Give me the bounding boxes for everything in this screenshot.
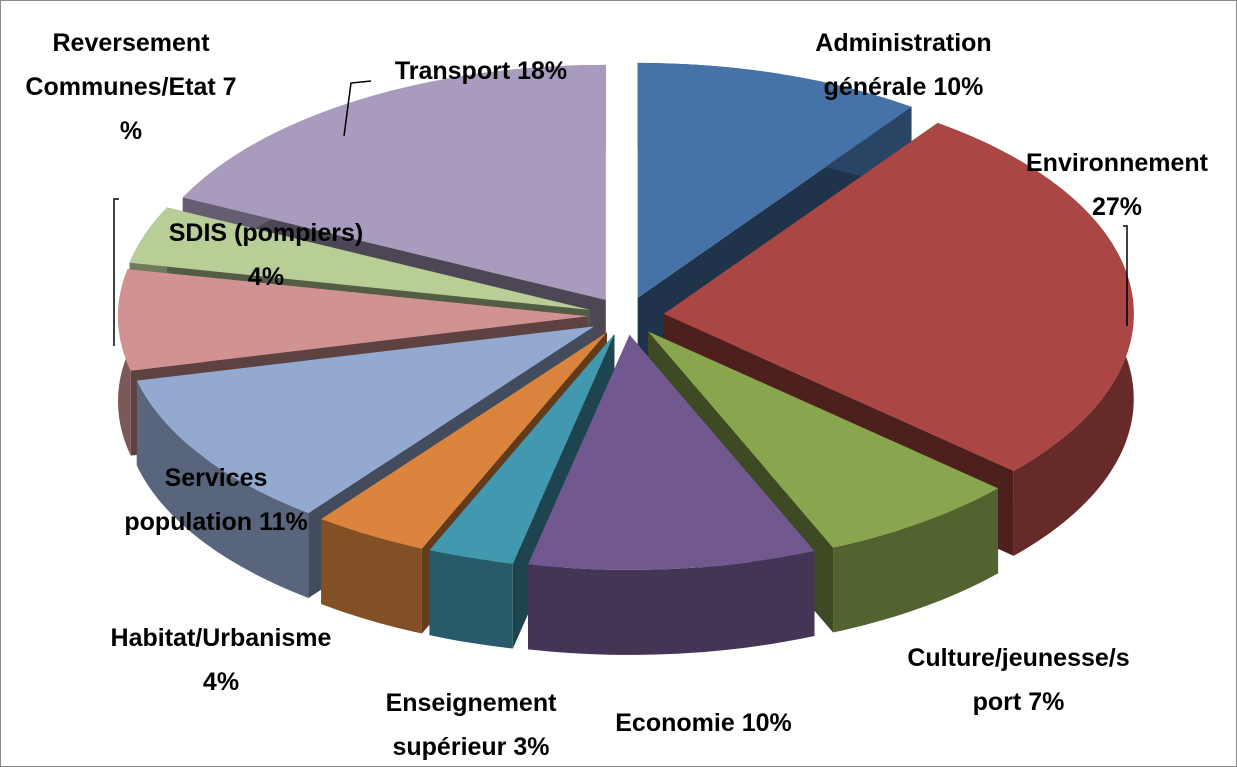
value-label: 7 % [119,73,237,145]
slice-top [136,326,595,513]
leader-line [113,198,119,346]
slice-wall [136,380,309,598]
slice-label: Enseignement supérieur 3% [356,681,586,766]
value-label: 11% [259,508,308,536]
slice-label: Services population 11% [111,456,321,544]
value-label: 7% [1028,688,1065,716]
value-label: 4% [247,263,285,291]
slice-top [182,64,606,300]
slice [528,334,815,655]
slice-top [129,207,591,310]
slice-label: Environnement 27% [1001,141,1233,229]
category-name: Economie [615,709,735,737]
slice-top [663,122,1134,471]
slice-wall [321,519,422,634]
value-label: 3% [513,733,550,761]
slice-label: Habitat/Urbanisme 4% [101,616,341,704]
leader-line [1123,225,1128,326]
slice-top [321,332,607,549]
slice-wall [833,488,999,633]
slices [118,62,1134,655]
category-name: Transport [394,57,511,85]
slice-label: Transport 18% [361,49,601,93]
category-name: Enseignement supérieur [385,689,557,761]
slice-top [637,62,912,298]
value-label: 10% [933,73,984,101]
slice-wall [528,550,815,655]
leader-line [343,80,372,137]
slice-top [528,334,815,570]
value-label: 27% [1091,193,1143,221]
slice-label: Reversement Communes/Etat 7 % [11,21,251,153]
category-name: Services population [124,464,268,536]
value-label: 4% [202,668,240,696]
value-label: 10% [741,709,792,737]
category-name: SDIS (pompiers) [168,219,364,247]
category-name: Reversement Communes/Etat [25,29,216,101]
slice-top [648,331,999,548]
slice-label: Economie 10% [586,701,821,745]
slice-label: Administration générale 10% [786,21,1021,109]
slice-label: SDIS (pompiers) 4% [166,211,366,299]
category-name: Habitat/Urbanisme [110,624,332,652]
category-name: Environnement [1026,149,1208,177]
slice-top [118,269,589,371]
slice-wall [429,550,513,649]
category-name: Administration générale [815,29,992,101]
slice-top [429,334,615,564]
slice-label: Culture/jeunesse/sport 7% [901,636,1136,724]
value-label: 18% [517,57,568,85]
category-name: Culture/jeunesse/sport [907,644,1130,716]
